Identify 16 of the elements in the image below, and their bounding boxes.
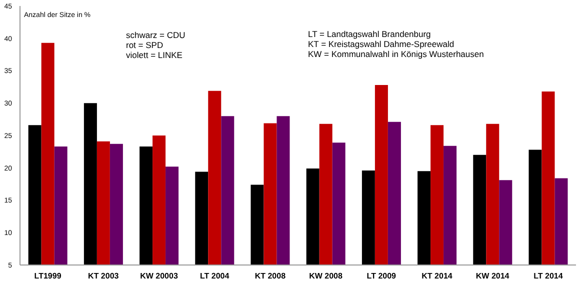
x-tick-label: KW 20003: [140, 272, 178, 281]
x-tick-label: KW 2014: [476, 272, 510, 281]
x-tick-label: LT 2014: [534, 272, 564, 281]
x-tick-label: KW 2008: [309, 272, 344, 281]
x-tick-label: KT 2003: [88, 272, 120, 281]
annotation: LT = Landtagswahl Brandenburg: [308, 29, 432, 39]
annotation: violett = LINKE: [126, 50, 184, 60]
x-tick-label: LT 2009: [366, 272, 397, 281]
annotation: schwarz = CDU: [126, 30, 186, 40]
x-tick-label: LT1999: [34, 272, 62, 281]
annotation: KW = Kommunalwahl in Königs Wusterhausen: [308, 49, 484, 59]
annotation: rot = SPD: [126, 40, 164, 50]
x-tick-label: LT 2004: [200, 272, 230, 281]
annotation: KT = Kreistagswahl Dahme-Spreewald: [308, 39, 456, 49]
x-tick-label: KT 2008: [254, 272, 286, 281]
x-tick-label: KT 2014: [422, 272, 453, 281]
